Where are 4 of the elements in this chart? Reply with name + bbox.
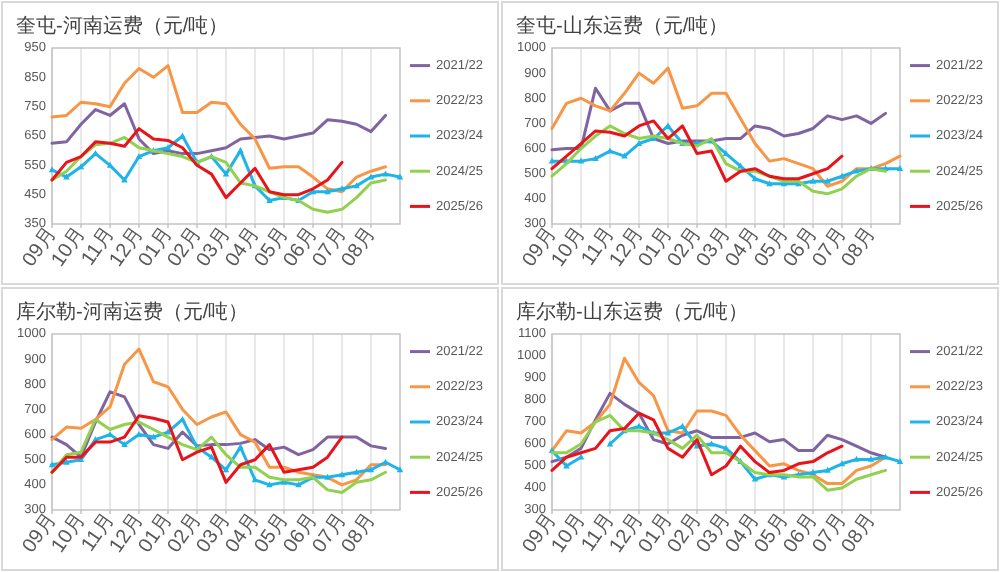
chart-title: 奎屯-山东运费（元/吨） xyxy=(516,14,729,38)
chart-title: 库尔勒-河南运费（元/吨） xyxy=(16,300,249,324)
chart-title: 库尔勒-山东运费（元/吨） xyxy=(516,300,749,324)
chart-title: 奎屯-河南运费（元/吨） xyxy=(16,14,229,38)
